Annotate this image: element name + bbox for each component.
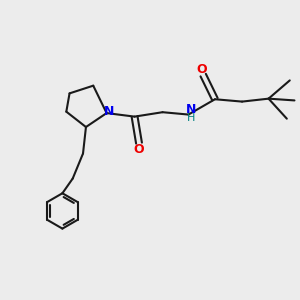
Text: H: H: [187, 113, 195, 123]
Text: O: O: [196, 63, 207, 76]
Text: N: N: [186, 103, 196, 116]
Text: N: N: [103, 105, 114, 118]
Text: O: O: [134, 143, 144, 156]
